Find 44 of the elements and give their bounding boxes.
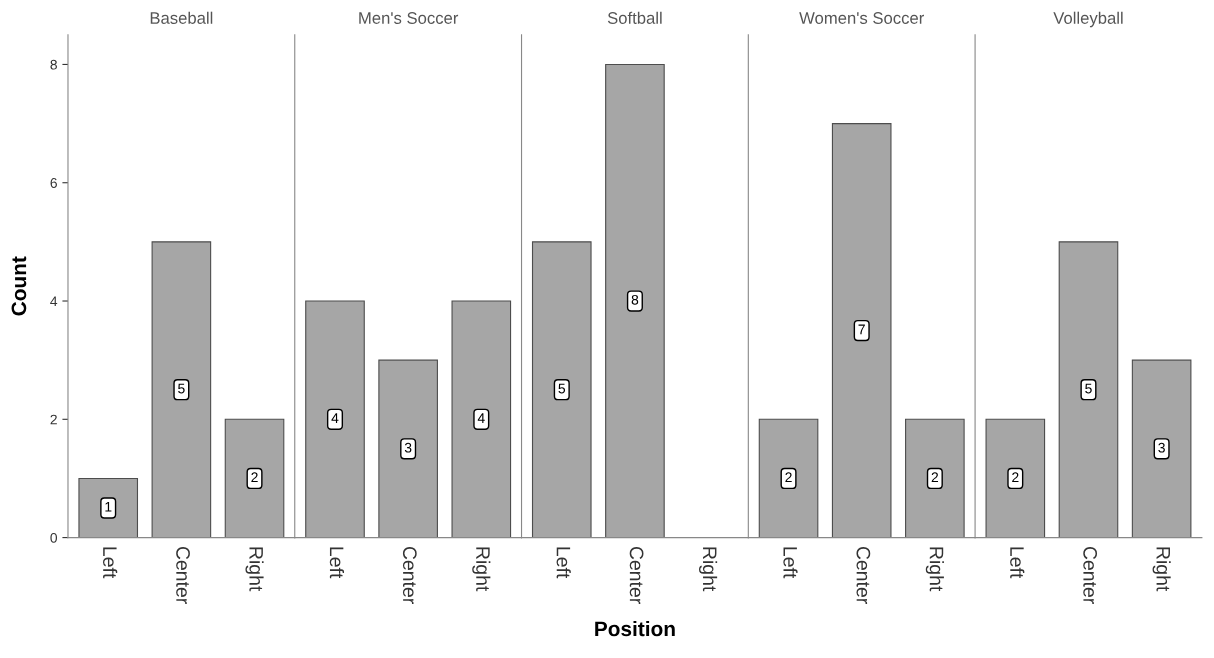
- y-tick-label: 4: [50, 296, 58, 307]
- data-label: 8: [631, 294, 639, 305]
- bar: [78, 477, 139, 538]
- x-tick-label: Left: [103, 547, 118, 579]
- y-tick-label: 8: [50, 59, 57, 70]
- chart-title: Baseball: [150, 11, 213, 24]
- data-label: 3: [1158, 442, 1165, 453]
- data-label: 3: [404, 442, 412, 453]
- data-label: 4: [477, 413, 485, 423]
- x-tick-label: Right: [472, 547, 491, 592]
- chart-title: Softball: [607, 11, 662, 24]
- x-tick-label: Center: [629, 546, 644, 604]
- x-tick-label: Right: [925, 547, 944, 592]
- data-label: 2: [785, 472, 792, 483]
- data-label: 5: [558, 383, 566, 394]
- y-axis-title: Count: [11, 256, 27, 316]
- chart-title: Men's Soccer: [359, 12, 459, 24]
- x-tick-label: Center: [176, 546, 190, 604]
- data-label: 5: [178, 383, 185, 394]
- x-tick-label: Right: [699, 547, 718, 592]
- chart-title: Volleyball: [1053, 11, 1123, 28]
- x-tick-label: Center: [1083, 546, 1098, 604]
- data-label: 5: [1085, 383, 1092, 394]
- x-axis-title: Position: [595, 620, 675, 637]
- y-tick-label: 6: [50, 178, 57, 188]
- y-tick-label: 2: [50, 414, 57, 425]
- x-tick-label: Left: [1010, 547, 1025, 579]
- data-label: 4: [331, 413, 339, 423]
- bar: [151, 241, 212, 538]
- bar: [224, 418, 285, 538]
- x-tick-label: Center: [402, 546, 417, 604]
- x-tick-label: Left: [556, 547, 571, 579]
- data-label: 2: [251, 472, 258, 483]
- data-label: 2: [931, 472, 939, 483]
- x-tick-label: Right: [245, 547, 264, 592]
- x-tick-label: Left: [783, 547, 798, 579]
- x-tick-label: Center: [856, 546, 871, 604]
- data-label: 1: [105, 502, 112, 512]
- data-label: 2: [1012, 472, 1019, 483]
- x-tick-label: Left: [329, 547, 345, 579]
- y-tick-label: 0: [50, 532, 58, 543]
- x-tick-label: Right: [1152, 547, 1171, 592]
- chart-title: Women's Soccer: [799, 12, 924, 24]
- data-label: 7: [858, 324, 865, 335]
